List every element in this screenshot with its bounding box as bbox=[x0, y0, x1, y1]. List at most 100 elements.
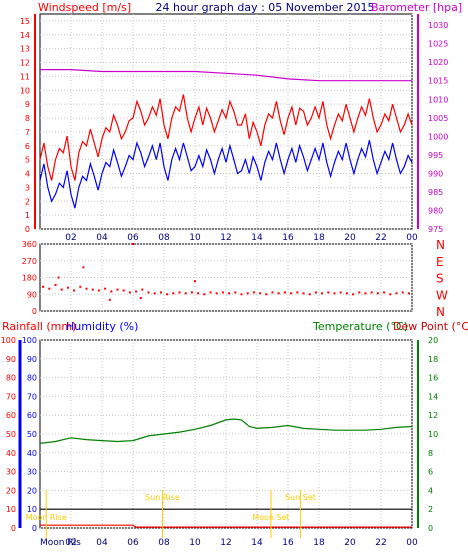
direction-point bbox=[364, 292, 367, 295]
direction-point bbox=[110, 290, 113, 293]
rainfall-y-tick-label: 30 bbox=[6, 468, 16, 477]
direction-point bbox=[135, 290, 138, 293]
dewpoint-label: Dew Point (°C) bbox=[393, 320, 468, 333]
barometer-y-tick-label: 985 bbox=[428, 188, 443, 197]
direction-point bbox=[73, 289, 76, 292]
direction-point bbox=[395, 292, 398, 295]
direction-point bbox=[184, 292, 187, 295]
series-barometer-line bbox=[40, 68, 412, 82]
direction-point bbox=[407, 292, 410, 295]
wind-x-tick-label: 18 bbox=[313, 233, 325, 243]
humidity-y-tick-label: 40 bbox=[27, 449, 37, 458]
direction-point bbox=[128, 291, 131, 294]
direction-compass-label: N bbox=[436, 305, 445, 319]
barometer-y-tick-label: 1005 bbox=[428, 114, 448, 123]
temperature-y-tick-label: 10 bbox=[428, 430, 438, 439]
barometer-label: Barometer [hpa] bbox=[371, 1, 462, 14]
direction-point bbox=[209, 291, 212, 294]
rht-x-tick-label: 14 bbox=[251, 538, 263, 548]
direction-point bbox=[82, 266, 85, 269]
event-marker-label: Sun Rise bbox=[145, 493, 180, 502]
direction-compass-label: N bbox=[436, 238, 445, 252]
direction-point bbox=[54, 283, 57, 286]
humidity-y-tick-label: 30 bbox=[27, 468, 37, 477]
wind-direction-panel: 0 N 90 W 180 S 270 E 360 N bbox=[22, 238, 448, 319]
wind-y-tick-label: 1 bbox=[25, 211, 30, 220]
direction-point bbox=[265, 293, 268, 296]
direction-point bbox=[296, 291, 299, 294]
barometer-y-tick-label: 1020 bbox=[428, 58, 448, 67]
series-average-line bbox=[39, 140, 413, 209]
humidity-y-tick-label: 60 bbox=[27, 411, 37, 420]
direction-point bbox=[308, 293, 311, 296]
temperature-y-tick-label: 6 bbox=[428, 468, 433, 477]
direction-y-tick-label: 270 bbox=[22, 257, 37, 266]
humidity-y-tick-label: 100 bbox=[22, 336, 37, 345]
wind-y-tick-label: 0 bbox=[25, 225, 30, 234]
rht-x-tick-label: 04 bbox=[96, 538, 108, 548]
bottom-moon-label: Moon Ris bbox=[40, 538, 81, 548]
direction-point bbox=[358, 291, 361, 294]
direction-point bbox=[240, 293, 243, 296]
temperature-y-tick-label: 0 bbox=[428, 524, 433, 533]
direction-point bbox=[166, 293, 169, 296]
direction-point bbox=[48, 287, 51, 290]
wind-x-tick-label: 12 bbox=[220, 233, 231, 243]
rht-x-tick-label: 06 bbox=[127, 538, 139, 548]
direction-point bbox=[383, 291, 386, 294]
wind-y-tick-label: 4 bbox=[25, 170, 30, 179]
direction-point bbox=[389, 293, 392, 296]
direction-point bbox=[197, 292, 200, 295]
wind-y-tick-label: 8 bbox=[25, 114, 30, 123]
wind-x-tick-label: 08 bbox=[158, 233, 170, 243]
barometer-y-tick-label: 1030 bbox=[428, 21, 448, 30]
temperature-y-tick-label: 14 bbox=[428, 392, 438, 401]
series-rain_rate-line bbox=[40, 524, 412, 528]
direction-point bbox=[108, 298, 111, 301]
rainfall-y-tick-label: 10 bbox=[6, 505, 16, 514]
wind-x-tick-label: 22 bbox=[375, 233, 386, 243]
direction-point bbox=[283, 291, 286, 294]
direction-point bbox=[314, 291, 317, 294]
direction-compass-label: E bbox=[436, 255, 444, 269]
direction-point bbox=[60, 288, 63, 291]
rainfall-label: Rainfall (mm) bbox=[2, 320, 76, 333]
rainfall-y-tick-label: 80 bbox=[6, 374, 16, 383]
temperature-y-tick-label: 2 bbox=[428, 505, 433, 514]
direction-y-tick-label: 90 bbox=[27, 290, 37, 299]
barometer-y-tick-label: 980 bbox=[428, 206, 443, 215]
wind-y-tick-label: 15 bbox=[20, 17, 30, 26]
direction-y-tick-label: 360 bbox=[22, 240, 37, 249]
wind-x-tick-label: 14 bbox=[251, 233, 263, 243]
direction-point bbox=[339, 291, 342, 294]
wind-x-tick-label: 20 bbox=[344, 233, 356, 243]
direction-point bbox=[122, 289, 125, 292]
wind-y-tick-label: 5 bbox=[25, 156, 30, 165]
rht-x-tick-label: 22 bbox=[375, 538, 386, 548]
wind-plot-frame bbox=[39, 13, 413, 230]
direction-point bbox=[172, 292, 175, 295]
direction-point bbox=[57, 276, 60, 279]
direction-point bbox=[290, 292, 293, 295]
rainfall-y-tick-label: 40 bbox=[6, 449, 16, 458]
windspeed-label: Windspeed [m/s] bbox=[38, 1, 131, 14]
rht-x-tick-label: 16 bbox=[282, 538, 294, 548]
temperature-y-tick-label: 8 bbox=[428, 449, 433, 458]
direction-point bbox=[42, 285, 45, 288]
direction-point bbox=[116, 288, 119, 291]
rainfall-y-tick-label: 60 bbox=[6, 411, 16, 420]
barometer-y-tick-label: 1000 bbox=[428, 132, 448, 141]
wind-y-tick-label: 7 bbox=[25, 128, 30, 137]
barometer-y-tick-label: 995 bbox=[428, 151, 443, 160]
rht-x-tick-label: 08 bbox=[158, 538, 170, 548]
direction-point bbox=[321, 292, 324, 295]
rainfall-y-tick-label: 0 bbox=[11, 524, 16, 533]
direction-point bbox=[228, 292, 231, 295]
series-temperature-line bbox=[39, 418, 413, 444]
direction-point bbox=[277, 292, 280, 295]
direction-point bbox=[104, 287, 107, 290]
direction-point bbox=[370, 291, 373, 294]
wind-barometer-panel: 02 04 06 08 10 12 14 16 18 20 22 000123456789101112… bbox=[20, 13, 448, 243]
humidity-y-tick-label: 10 bbox=[27, 505, 37, 514]
rht-x-tick-label: 20 bbox=[344, 538, 356, 548]
